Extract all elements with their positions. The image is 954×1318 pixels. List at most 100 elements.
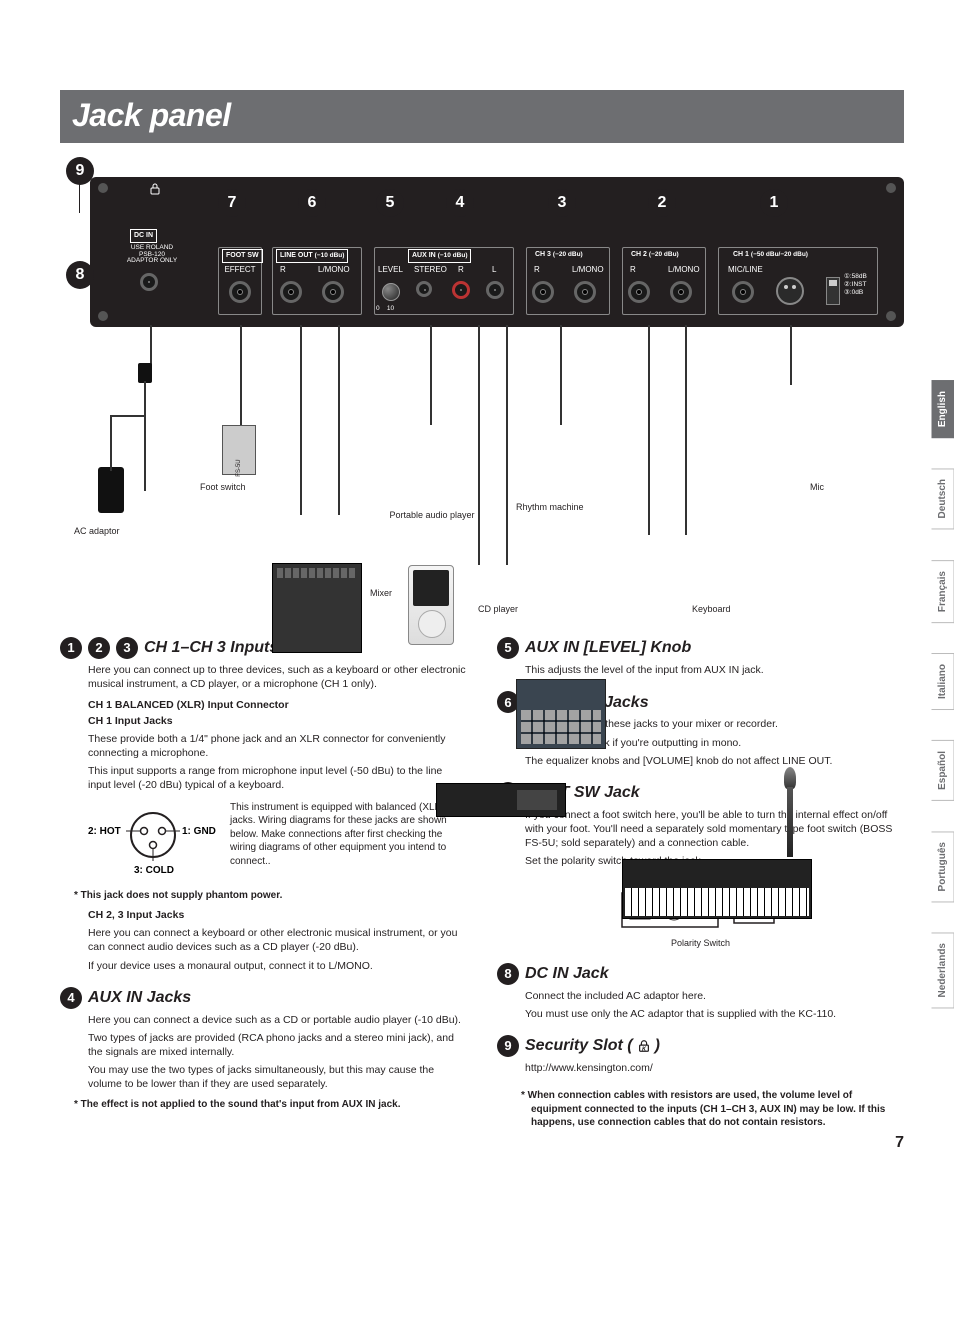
s123-note1: This jack does not supply phantom power. xyxy=(74,889,467,903)
rhythm-label: Rhythm machine xyxy=(516,501,584,513)
level-label: LEVEL xyxy=(378,265,403,276)
lang-espanol[interactable]: Español xyxy=(932,740,954,801)
s123-sub1a: CH 1 BALANCED (XLR) Input Connector xyxy=(88,698,467,712)
lang-portugues[interactable]: Português xyxy=(932,831,954,902)
r-label-1: R xyxy=(280,265,286,276)
foot-sw-label: FOOT SW xyxy=(222,249,263,262)
page-number: 7 xyxy=(895,1132,904,1154)
s123-p5: If your device uses a monaural output, c… xyxy=(88,959,467,973)
s123-sub1b: CH 1 Input Jacks xyxy=(88,714,467,728)
num-4: 4 xyxy=(60,987,82,1009)
ch3-label: CH 3 (−20 dBu) xyxy=(532,249,586,261)
callout-1: 1 xyxy=(760,189,788,217)
sw-opt2: ②:INST xyxy=(844,281,866,288)
callout-7: 7 xyxy=(218,189,246,217)
line-out-label: LINE OUT (−10 dBu) xyxy=(276,249,348,263)
bottom-note: When connection cables with resistors ar… xyxy=(521,1089,904,1130)
mixer xyxy=(272,563,362,653)
r-ch3: R xyxy=(534,265,540,276)
callout-3: 3 xyxy=(548,189,576,217)
s4-p1: Here you can connect a device such as a … xyxy=(88,1013,467,1027)
security-slot-icon xyxy=(150,183,160,195)
keyboard-label: Keyboard xyxy=(692,603,731,615)
ac-adaptor-label: AC adaptor xyxy=(74,525,120,537)
ch1-label: CH 1 (−50 dBu/−20 dBu) xyxy=(730,249,811,261)
s9-title: Security Slot ( K ) xyxy=(525,1035,660,1057)
s6-p3: The equalizer knobs and [VOLUME] knob do… xyxy=(525,754,904,768)
cd-label: CD player xyxy=(478,603,518,615)
lmono-ch3: L/MONO xyxy=(572,265,604,276)
s8-p1: Connect the included AC adaptor here. xyxy=(525,989,904,1003)
s123-p1: Here you can connect up to three devices… xyxy=(88,663,467,691)
sw-opt3: ③:0dB xyxy=(844,289,863,296)
dc-in-label: DC IN xyxy=(130,229,157,242)
num-9: 9 xyxy=(497,1035,519,1057)
lang-nederlands[interactable]: Nederlands xyxy=(932,932,954,1008)
mixer-label: Mixer xyxy=(370,587,392,599)
s7-p1: If you connect a foot switch here, you'l… xyxy=(525,808,904,851)
section-security: 9 Security Slot ( K ) http://www.kensing… xyxy=(497,1035,904,1075)
callout-8: 8 xyxy=(66,261,94,289)
aux-in-label: AUX IN (−10 dBu) xyxy=(408,249,471,263)
num-2: 2 xyxy=(88,637,110,659)
callout-6: 6 xyxy=(298,189,326,217)
r-label-aux: R xyxy=(458,265,464,276)
microphone xyxy=(784,767,796,857)
callout-4: 4 xyxy=(446,189,474,217)
callout-2: 2 xyxy=(648,189,676,217)
num-3: 3 xyxy=(116,637,138,659)
callout-5: 5 xyxy=(376,189,404,217)
micline-label: MIC/LINE xyxy=(728,265,763,276)
s5-p1: This adjusts the level of the input from… xyxy=(525,663,904,677)
polarity-label: Polarity Switch xyxy=(497,937,904,949)
s8-p2: You must use only the AC adaptor that is… xyxy=(525,1007,904,1021)
num-1: 1 xyxy=(60,637,82,659)
page-title: Jack panel xyxy=(60,90,904,143)
lang-english[interactable]: English xyxy=(932,380,954,438)
ac-adaptor xyxy=(98,467,124,513)
ch2-label: CH 2 (−20 dBu) xyxy=(628,249,682,261)
dc-in-jack xyxy=(140,273,158,291)
section-title-ch: CH 1–CH 3 Inputs xyxy=(144,637,278,659)
lmono-label-1: L/MONO xyxy=(318,265,350,276)
pin-text: This instrument is equipped with balance… xyxy=(230,801,467,869)
s123-p3: This input supports a range from microph… xyxy=(88,764,467,792)
portable-player xyxy=(408,565,454,645)
portable-label: Portable audio player xyxy=(382,509,482,521)
lang-italiano[interactable]: Italiano xyxy=(932,653,954,710)
mic-label: Mic xyxy=(810,481,824,493)
s4-p2: Two types of jacks are provided (RCA pho… xyxy=(88,1031,467,1059)
s8-title: DC IN Jack xyxy=(525,963,609,985)
lmono-ch2: L/MONO xyxy=(668,265,700,276)
lock-icon: K xyxy=(637,1039,651,1053)
l-label-aux: L xyxy=(492,265,496,276)
r-ch2: R xyxy=(630,265,636,276)
s5-title: AUX IN [LEVEL] Knob xyxy=(525,637,691,659)
section-ch1-ch3: 1 2 3 CH 1–CH 3 Inputs Here you can conn… xyxy=(60,637,467,973)
left-column: 1 2 3 CH 1–CH 3 Inputs Here you can conn… xyxy=(60,637,467,1134)
jack-panel-diagram: 9 7 6 5 4 3 2 1 8 DC IN USE ROLANDPSB-12… xyxy=(60,157,904,627)
callout-9: 9 xyxy=(66,157,94,185)
s4-p3: You may use the two types of jacks simul… xyxy=(88,1063,467,1091)
ch1-switch xyxy=(826,277,840,305)
lang-deutsch[interactable]: Deutsch xyxy=(932,468,954,529)
num-5: 5 xyxy=(497,637,519,659)
xlr-diagram: 2: HOT 1: GND 3: COLD xyxy=(88,801,218,881)
s4-note: The effect is not applied to the sound t… xyxy=(74,1098,467,1112)
cd-player xyxy=(436,783,566,817)
section-aux-in: 4 AUX IN Jacks Here you can connect a de… xyxy=(60,987,467,1111)
s123-p2: These provide both a 1/4" phone jack and… xyxy=(88,732,467,760)
section-dc-in: 8 DC IN Jack Connect the included AC ada… xyxy=(497,963,904,1021)
keyboard xyxy=(622,859,812,919)
s123-p4: Here you can connect a keyboard or other… xyxy=(88,926,467,954)
lang-francais[interactable]: Français xyxy=(932,560,954,623)
dc-note3: ADAPTOR ONLY xyxy=(127,257,177,264)
s123-sub2: CH 2, 3 Input Jacks xyxy=(88,908,467,922)
svg-text:3: COLD: 3: COLD xyxy=(134,865,174,876)
s9-link: http://www.kensington.com/ xyxy=(525,1061,904,1075)
section-aux-level: 5 AUX IN [LEVEL] Knob This adjusts the l… xyxy=(497,637,904,677)
foot-switch-label: Foot switch xyxy=(200,481,246,493)
sw-opt1: ①:58dB xyxy=(844,273,867,280)
svg-text:1: GND: 1: GND xyxy=(182,826,216,837)
s4-title: AUX IN Jacks xyxy=(88,987,191,1009)
